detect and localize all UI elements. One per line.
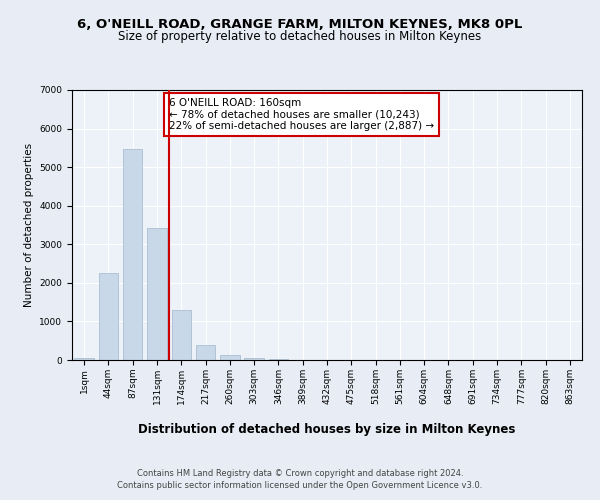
Text: 6 O'NEILL ROAD: 160sqm
← 78% of detached houses are smaller (10,243)
22% of semi: 6 O'NEILL ROAD: 160sqm ← 78% of detached… bbox=[169, 98, 434, 131]
Bar bbox=[123, 148, 142, 360]
Bar bbox=[74, 358, 94, 360]
Text: Size of property relative to detached houses in Milton Keynes: Size of property relative to detached ho… bbox=[118, 30, 482, 43]
Bar bbox=[269, 359, 288, 360]
Bar bbox=[147, 228, 167, 360]
Bar bbox=[196, 346, 215, 360]
Bar bbox=[220, 354, 239, 360]
Y-axis label: Number of detached properties: Number of detached properties bbox=[24, 143, 34, 307]
Text: Distribution of detached houses by size in Milton Keynes: Distribution of detached houses by size … bbox=[139, 422, 515, 436]
Bar bbox=[172, 310, 191, 360]
Text: 6, O'NEILL ROAD, GRANGE FARM, MILTON KEYNES, MK8 0PL: 6, O'NEILL ROAD, GRANGE FARM, MILTON KEY… bbox=[77, 18, 523, 30]
Bar bbox=[99, 273, 118, 360]
Bar bbox=[244, 358, 264, 360]
Text: Contains HM Land Registry data © Crown copyright and database right 2024.
Contai: Contains HM Land Registry data © Crown c… bbox=[118, 468, 482, 490]
